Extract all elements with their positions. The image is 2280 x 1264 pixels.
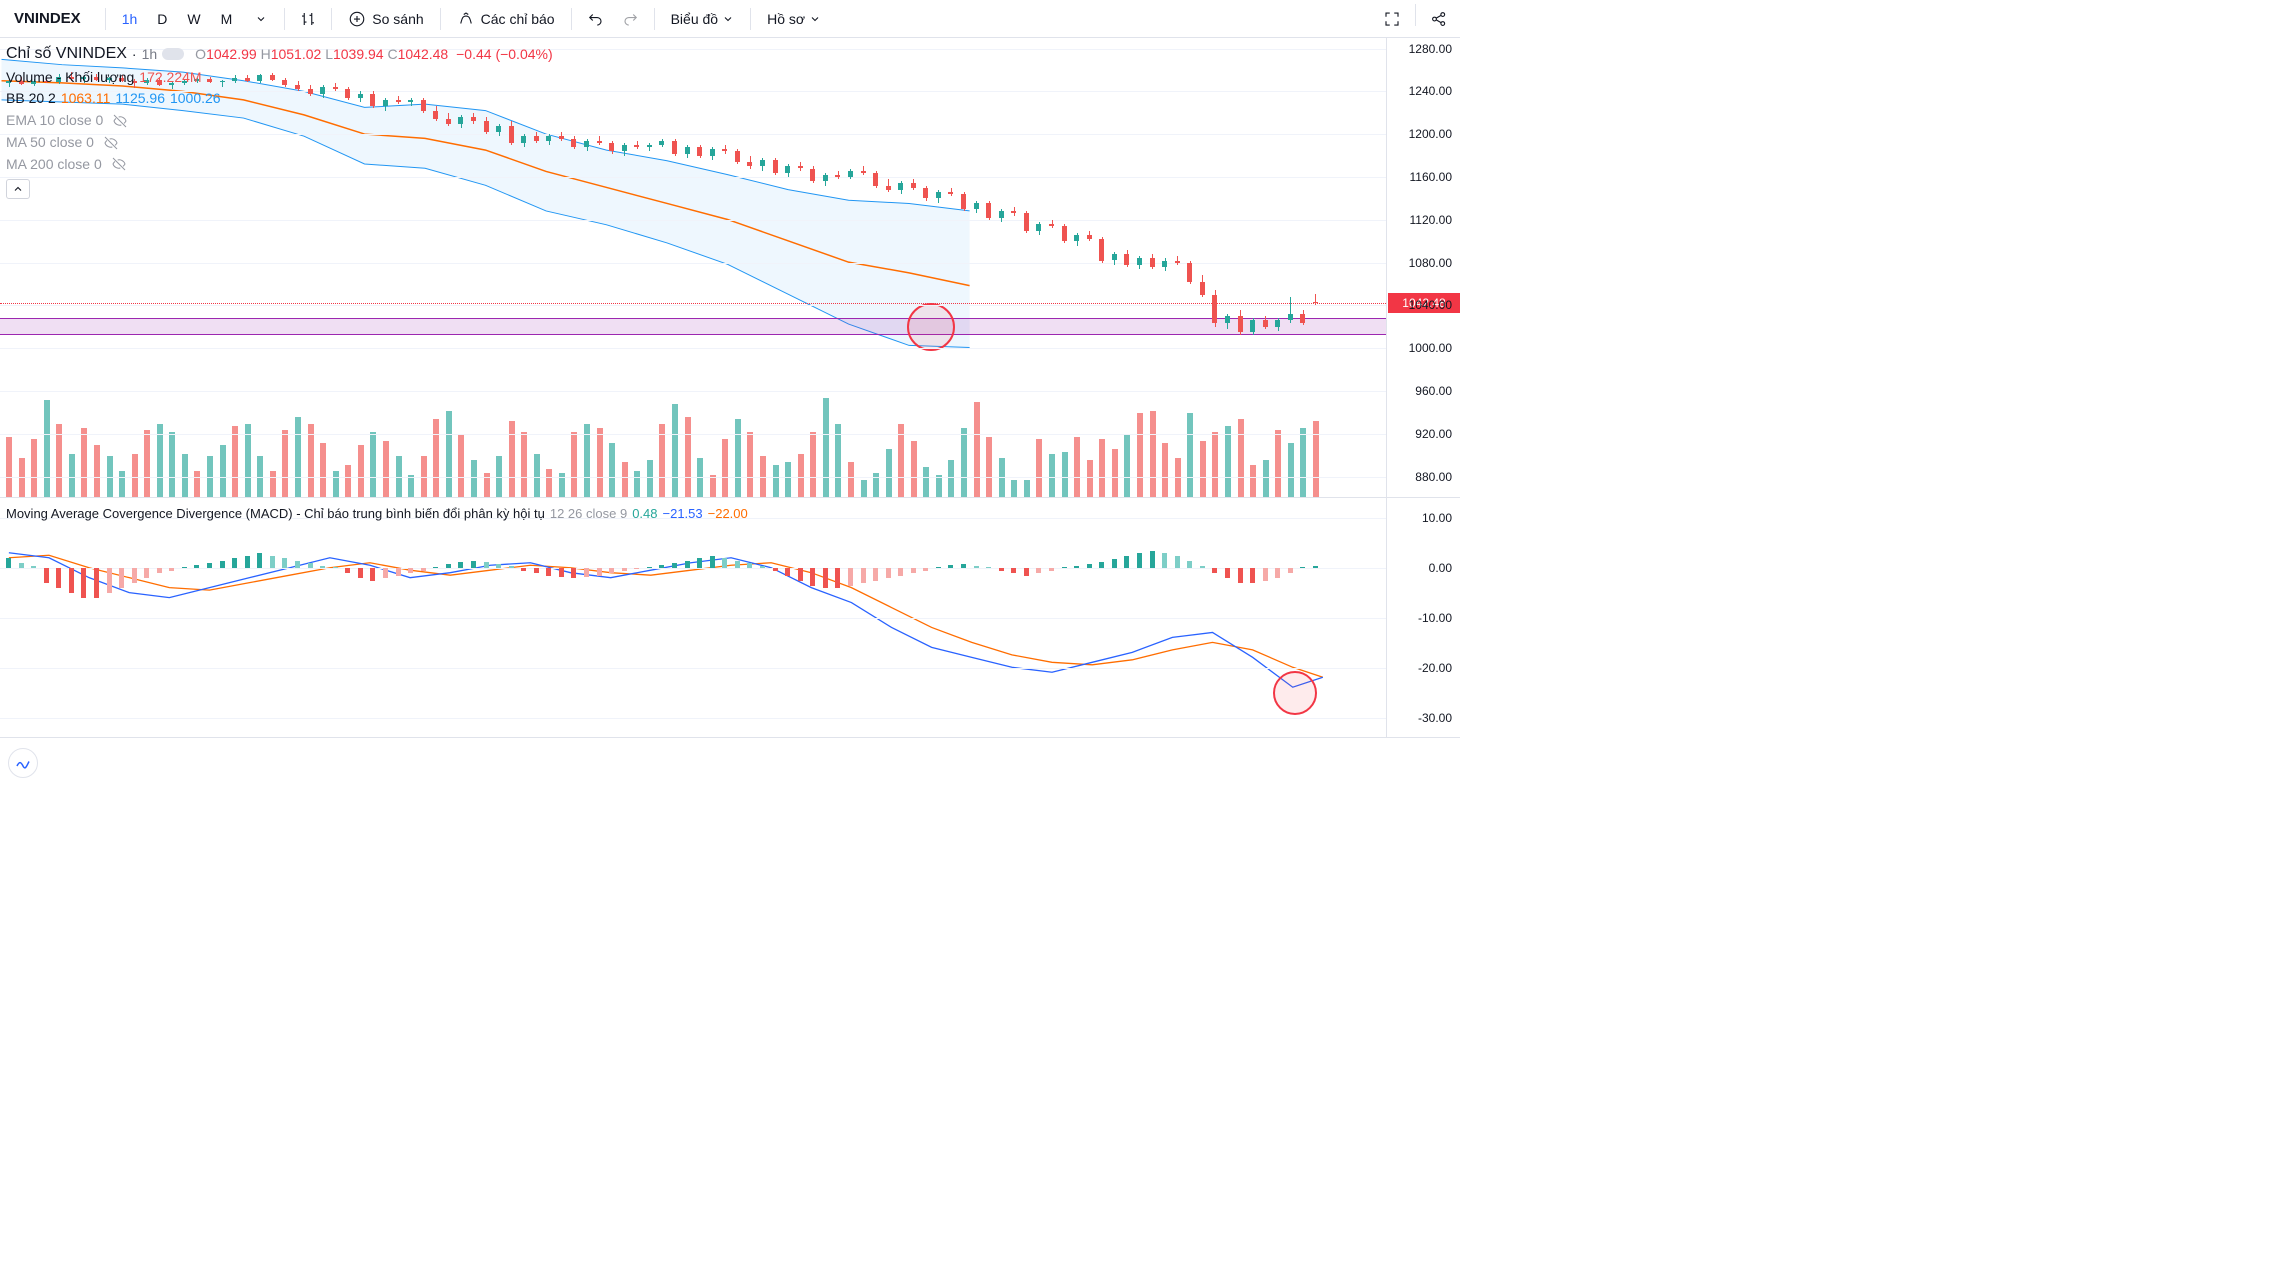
compare-button[interactable]: So sánh [338, 4, 433, 34]
macd-legend: Moving Average Covergence Divergence (MA… [6, 504, 748, 524]
status-dot [162, 48, 184, 60]
price-pane[interactable]: 1042.48 1280.001240.001200.001160.001120… [0, 38, 1460, 498]
bb-label: BB 20 2 [6, 88, 56, 110]
symbol-button[interactable]: VNINDEX [4, 4, 99, 34]
macd-pane[interactable]: 10.000.00-10.00-20.00-30.00 Moving Avera… [0, 498, 1460, 738]
highlight-circle [907, 303, 955, 351]
timeframe-dropdown[interactable] [244, 4, 278, 34]
ma200-label: MA 200 close 0 [6, 154, 102, 176]
indicators-label: Các chỉ báo [481, 11, 555, 27]
chart-toolbar: VNINDEX 1hDWM So sánh Các chỉ báo Biểu đ… [0, 0, 1460, 38]
timeframe-1h[interactable]: 1h [112, 4, 148, 34]
support-zone-rect [0, 318, 1386, 335]
legend-timeframe: 1h [142, 44, 158, 66]
compare-label: So sánh [372, 11, 423, 27]
bar-style-button[interactable] [291, 4, 325, 34]
indicators-button[interactable]: Các chỉ báo [447, 4, 565, 34]
timeframe-M[interactable]: M [211, 4, 243, 34]
timeframe-W[interactable]: W [177, 4, 210, 34]
fullscreen-button[interactable] [1375, 4, 1409, 34]
ma50-label: MA 50 close 0 [6, 132, 94, 154]
profile-dropdown[interactable]: Hồ sơ [757, 4, 831, 34]
eye-off-icon[interactable] [103, 135, 119, 151]
share-button[interactable] [1422, 4, 1456, 34]
eye-off-icon[interactable] [112, 113, 128, 129]
redo-button[interactable] [614, 4, 648, 34]
macd-y-axis[interactable]: 10.000.00-10.00-20.00-30.00 [1386, 498, 1460, 737]
price-y-axis[interactable]: 1042.48 1280.001240.001200.001160.001120… [1386, 38, 1460, 497]
collapse-legend-button[interactable] [6, 179, 30, 199]
volume-label: Volume - Khối lượng [6, 67, 134, 89]
ema-label: EMA 10 close 0 [6, 110, 103, 132]
chart-layout-dropdown[interactable]: Biểu đồ [661, 4, 744, 34]
timeframe-D[interactable]: D [147, 4, 177, 34]
volume-value: 172.224M [139, 67, 201, 89]
provider-badge[interactable] [8, 748, 38, 778]
undo-button[interactable] [578, 4, 612, 34]
eye-off-icon[interactable] [111, 156, 127, 172]
legend-title: Chỉ số VNINDEX [6, 42, 127, 67]
highlight-circle [1273, 671, 1317, 715]
price-legend: Chỉ số VNINDEX · 1h O1042.99 H1051.02 L1… [6, 42, 553, 199]
